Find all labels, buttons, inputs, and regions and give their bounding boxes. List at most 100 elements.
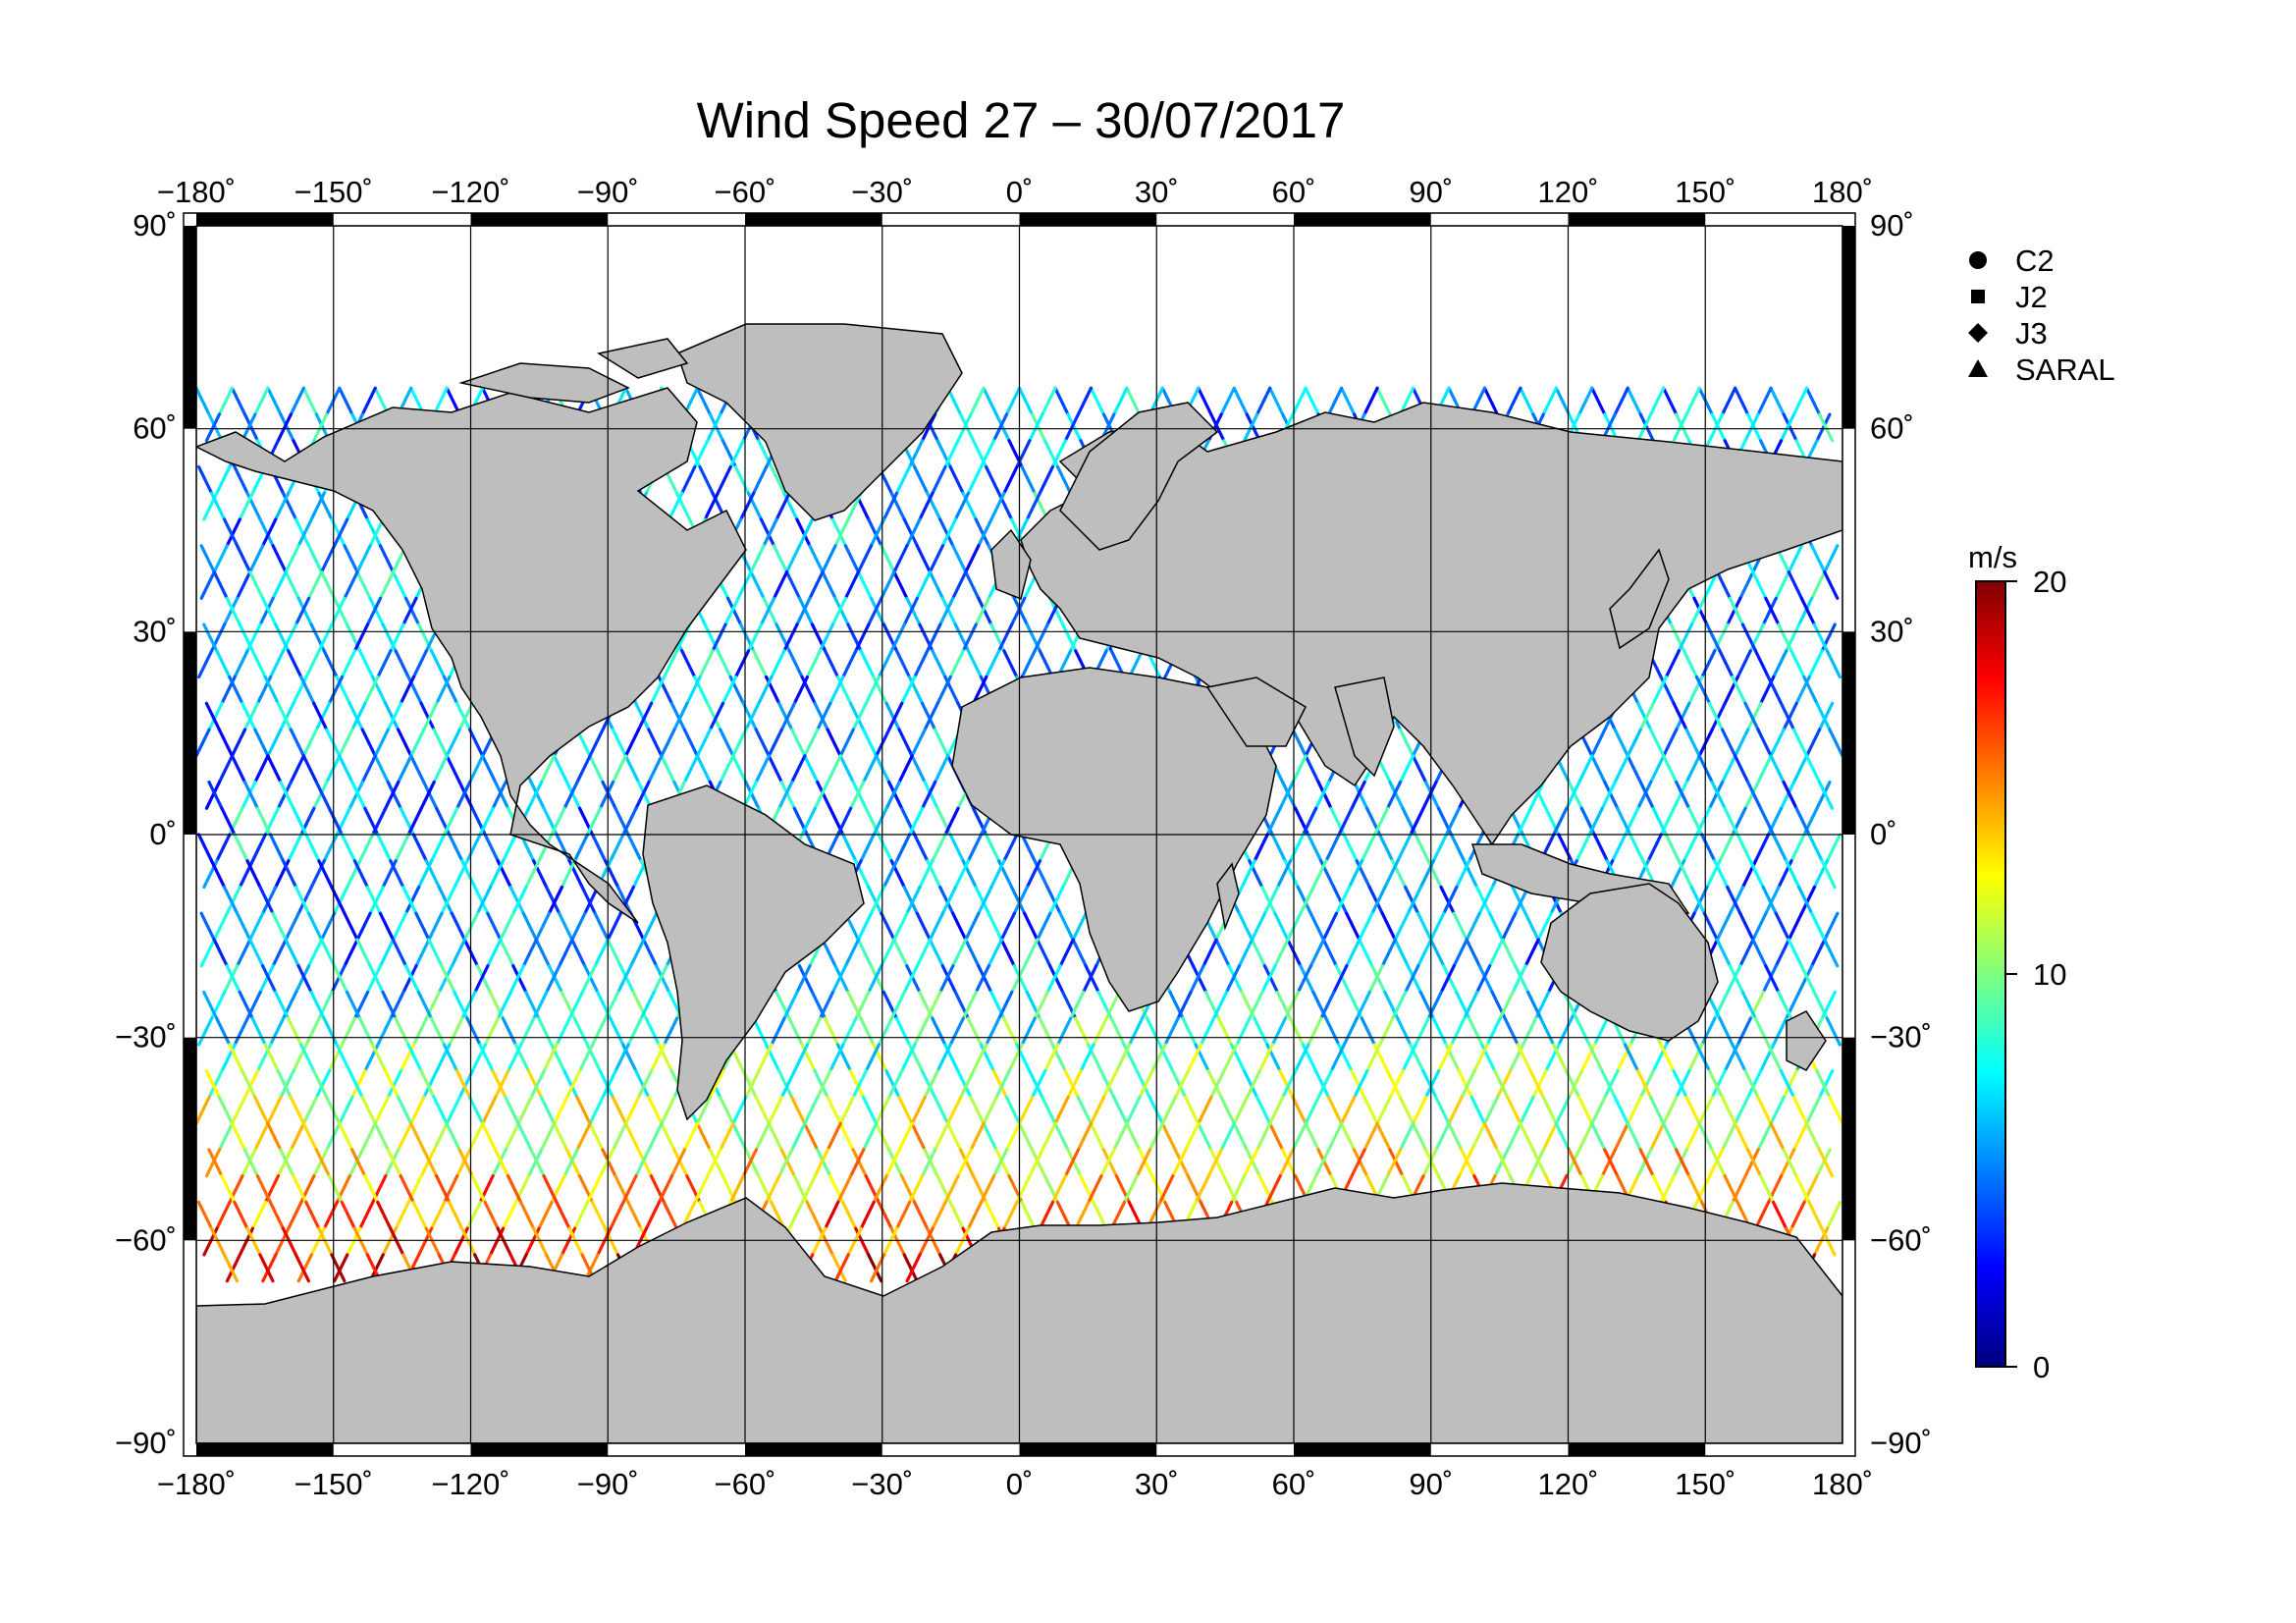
satellite-track-segment (1495, 1148, 1512, 1178)
satellite-track-segment (327, 1174, 344, 1205)
satellite-track-segment (1439, 964, 1456, 995)
satellite-track-segment (706, 1148, 722, 1178)
satellite-track-segment (263, 675, 280, 705)
satellite-track-segment (972, 675, 988, 705)
satellite-track-segment (880, 569, 896, 600)
satellite-track-segment (230, 1121, 246, 1152)
satellite-track-segment (230, 386, 247, 416)
frame-rail-top (745, 213, 882, 226)
satellite-track-segment (931, 1200, 947, 1230)
satellite-track-segment (1380, 938, 1397, 968)
satellite-track-segment (813, 701, 829, 731)
satellite-track-segment (805, 649, 823, 679)
land-new-zealand (1786, 1010, 1827, 1071)
satellite-track-segment (984, 1200, 1001, 1230)
satellite-track-segment (1050, 1174, 1068, 1205)
satellite-track-segment (913, 1016, 930, 1047)
satellite-track-segment (997, 990, 1014, 1020)
satellite-track-segment (1160, 1095, 1178, 1125)
satellite-track-segment (1163, 1016, 1180, 1047)
lat-tick-label: 30˚ (133, 614, 177, 648)
satellite-track-segment (660, 728, 676, 758)
satellite-track-segment (261, 885, 278, 915)
lon-tick-label: −180˚ (157, 1467, 236, 1501)
satellite-track-segment (590, 1200, 608, 1230)
satellite-track-segment (1255, 386, 1272, 416)
satellite-track-segment (905, 964, 922, 995)
satellite-track-segment (1431, 833, 1449, 863)
satellite-track-segment (247, 938, 265, 968)
satellite-track-segment (378, 911, 396, 942)
satellite-track-segment (376, 833, 393, 863)
satellite-track-segment (1197, 386, 1213, 416)
satellite-track-segment (1772, 833, 1789, 863)
satellite-track-segment (537, 1200, 554, 1230)
satellite-track-segment (299, 1043, 316, 1073)
satellite-track-segment (343, 911, 359, 942)
satellite-track-segment (1017, 386, 1035, 416)
colorbar-tick-label: 10 (2033, 957, 2066, 992)
satellite-track-segment (202, 990, 219, 1020)
lon-tick-label: 90˚ (1409, 175, 1453, 209)
satellite-track-segment (570, 938, 587, 968)
satellite-track-segment (248, 569, 265, 600)
satellite-track-segment (1321, 911, 1339, 942)
satellite-track-segment (1020, 833, 1037, 863)
satellite-track-segment (649, 675, 667, 705)
satellite-track-segment (1291, 1121, 1308, 1152)
satellite-track-segment (253, 1121, 270, 1152)
satellite-track-segment (368, 885, 385, 915)
satellite-track-segment (897, 754, 914, 784)
satellite-track-segment (1101, 1148, 1118, 1178)
satellite-track-segment (1002, 1200, 1019, 1230)
satellite-track-segment (797, 964, 815, 995)
satellite-track-segment (749, 544, 766, 574)
satellite-track-segment (872, 1174, 888, 1205)
satellite-track-segment (352, 1226, 369, 1257)
land-africa (951, 667, 1277, 1012)
satellite-track-segment (1171, 1069, 1188, 1100)
satellite-track-segment (1500, 938, 1518, 968)
satellite-track-segment (1511, 964, 1527, 995)
satellite-track-segment (1296, 964, 1313, 995)
satellite-track-segment (1626, 728, 1642, 758)
satellite-track-segment (864, 1043, 881, 1073)
satellite-track-segment (851, 1069, 868, 1100)
satellite-track-segment (240, 412, 257, 443)
satellite-track-segment (289, 1095, 305, 1125)
satellite-track-segment (754, 1121, 772, 1152)
satellite-track-segment (588, 1121, 605, 1152)
satellite-track-segment (767, 1095, 784, 1125)
satellite-track-segment (818, 622, 835, 653)
satellite-track-segment (991, 1148, 1009, 1178)
satellite-track-segment (982, 1095, 998, 1125)
satellite-track-segment (884, 1148, 901, 1178)
satellite-track-segment (816, 701, 832, 731)
colorbar-tick-label: 20 (2033, 565, 2066, 599)
satellite-track-segment (805, 1200, 822, 1230)
satellite-track-segment (212, 544, 229, 574)
satellite-track-segment (493, 1148, 510, 1178)
satellite-track-segment (964, 938, 981, 968)
satellite-track-segment (1728, 964, 1744, 995)
satellite-track-segment (982, 1121, 998, 1152)
satellite-track-segment (877, 1016, 894, 1047)
satellite-track-segment (258, 1253, 275, 1283)
satellite-track-segment (437, 885, 454, 915)
satellite-track-segment (731, 1121, 748, 1152)
satellite-track-segment (818, 990, 835, 1020)
satellite-track-segment (1314, 780, 1331, 810)
satellite-track-segment (892, 544, 909, 574)
satellite-track-segment (529, 780, 546, 810)
satellite-track-segment (1718, 1016, 1735, 1047)
satellite-track-segment (779, 1148, 796, 1178)
lon-tick-label: −150˚ (294, 1467, 373, 1501)
satellite-track-segment (767, 728, 783, 758)
satellite-track-segment (682, 754, 700, 784)
satellite-track-segment (204, 780, 222, 810)
satellite-track-segment (292, 1174, 308, 1205)
frame-rail-left (184, 1037, 196, 1241)
satellite-track-segment (892, 569, 909, 600)
satellite-track-segment (1779, 780, 1796, 810)
satellite-track-segment (757, 675, 774, 705)
